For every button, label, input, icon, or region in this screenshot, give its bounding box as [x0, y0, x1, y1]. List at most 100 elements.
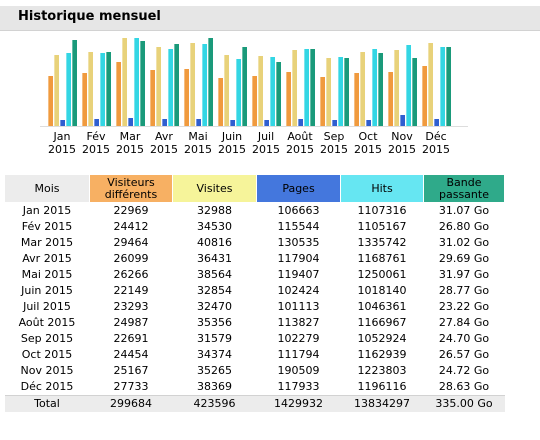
- bar-visits-mar: [122, 38, 127, 126]
- bar-visits-juil: [258, 56, 263, 126]
- cell-visitors: 24987: [113, 316, 149, 329]
- bar-highlight: [140, 41, 141, 126]
- bar-visits-nov: [394, 50, 399, 126]
- bar-highlight: [320, 77, 321, 126]
- cell-bandwidth: 27.84 Go: [438, 316, 490, 329]
- table-row: Juil 2015 23293 32470 101113 1046361 23.22 Go: [4, 299, 505, 315]
- bar-highlight: [264, 120, 265, 126]
- bar-visits-jan: [54, 55, 59, 126]
- table-row: Nov 2015 25167 35265 190509 1223803 24.72 Go: [4, 363, 505, 379]
- bar-highlight: [354, 73, 355, 126]
- cell-month: Déc 2015: [4, 379, 90, 396]
- cell-visitors: 29464: [113, 236, 149, 249]
- cell-pages: 117904: [277, 252, 320, 265]
- bar-highlight: [372, 49, 373, 126]
- cell-visits: 31579: [197, 332, 232, 345]
- header-hits: Hits: [340, 174, 424, 203]
- bar-visitors-sep: [320, 77, 325, 126]
- chart-month-name: Oct: [358, 130, 378, 143]
- cell-hits: 1166967: [357, 316, 407, 329]
- cell-pages: 113827: [277, 316, 320, 329]
- bar-pages-déc: [434, 119, 439, 126]
- cell-visits: 32988: [197, 204, 232, 217]
- cell-hits: 1250061: [357, 268, 407, 281]
- bar-hits-mar: [134, 38, 139, 126]
- monthly-stats-table: Mois Visiteurs différents Visites Pages …: [4, 174, 505, 412]
- bar-visitors-mai: [184, 69, 189, 126]
- cell-visits: 32470: [197, 300, 232, 313]
- bar-visitors-mar: [116, 62, 121, 126]
- cell-month: Oct 2015: [4, 347, 90, 363]
- chart-month-label: Jan 2015: [42, 130, 82, 156]
- table-row: Oct 2015 24454 34374 111794 1162939 26.57 Go: [4, 347, 505, 363]
- section-header: Historique mensuel: [0, 6, 540, 31]
- bar-pages-fév: [94, 119, 99, 126]
- bar-highlight: [196, 119, 197, 126]
- bar-bandwidth-jan: [72, 40, 77, 126]
- bar-visits-fév: [88, 52, 93, 126]
- bar-visitors-août: [286, 72, 291, 126]
- cell-visitors: 22969: [113, 204, 149, 217]
- cell-visits: 36431: [197, 252, 232, 265]
- bar-highlight: [258, 56, 259, 126]
- chart-month-year: 2015: [320, 143, 348, 156]
- chart-month-year: 2015: [388, 143, 416, 156]
- bar-highlight: [128, 118, 129, 126]
- bar-highlight: [72, 40, 73, 126]
- cell-hits: 1018140: [357, 284, 407, 297]
- bar-highlight: [366, 120, 367, 126]
- cell-visits: 38564: [197, 268, 232, 281]
- bar-hits-juil: [270, 57, 275, 126]
- bar-highlight: [168, 49, 169, 126]
- table-row: Déc 2015 27733 38369 117933 1196116 28.63 Go: [4, 379, 505, 396]
- section-title: Historique mensuel: [18, 9, 161, 24]
- bar-pages-mar: [128, 118, 133, 126]
- bar-visits-sep: [326, 58, 331, 126]
- bar-pages-sep: [332, 120, 337, 126]
- bar-highlight: [406, 45, 407, 126]
- bar-bandwidth-juin: [242, 47, 247, 126]
- bar-highlight: [276, 62, 277, 126]
- cell-pages: 130535: [277, 236, 320, 249]
- cell-visitors: 27733: [113, 380, 149, 393]
- total-month: Total: [4, 395, 90, 412]
- bar-highlight: [304, 49, 305, 126]
- bar-highlight: [422, 66, 423, 126]
- cell-bandwidth: 28.77 Go: [438, 284, 490, 297]
- cell-pages: 102424: [277, 284, 320, 297]
- bar-highlight: [378, 53, 379, 126]
- bar-highlight: [54, 55, 55, 126]
- cell-visits: 35356: [197, 316, 232, 329]
- bar-pages-juil: [264, 120, 269, 126]
- header-bandwidth: Bande passante: [423, 174, 505, 203]
- chart-month-label: Mai 2015: [178, 130, 218, 156]
- bar-highlight: [66, 53, 67, 126]
- bar-highlight: [236, 59, 237, 126]
- cell-pages: 102279: [277, 332, 320, 345]
- cell-pages: 111794: [277, 348, 320, 361]
- chart-month-year: 2015: [286, 143, 314, 156]
- bar-visitors-avr: [150, 70, 155, 126]
- cell-month: Juil 2015: [4, 299, 90, 315]
- chart-month-name: Sep: [323, 130, 345, 143]
- bar-hits-août: [304, 49, 309, 126]
- cell-visits: 40816: [197, 236, 232, 249]
- cell-hits: 1223803: [357, 364, 407, 377]
- cell-pages: 106663: [277, 204, 320, 217]
- bar-highlight: [394, 50, 395, 126]
- table-row: Mai 2015 26266 38564 119407 1250061 31.97 Go: [4, 267, 505, 283]
- chart-month-name: Juin: [221, 130, 243, 143]
- cell-hits: 1168761: [357, 252, 407, 265]
- bar-highlight: [82, 73, 83, 126]
- cell-hits: 1105167: [357, 220, 407, 233]
- bar-highlight: [428, 43, 429, 126]
- bar-pages-mai: [196, 119, 201, 126]
- chart-month-label: Avr 2015: [144, 130, 184, 156]
- table-header-row: Mois Visiteurs différents Visites Pages …: [4, 174, 505, 203]
- table-row: Jan 2015 22969 32988 106663 1107316 31.07 Go: [4, 202, 505, 219]
- cell-hits: 1052924: [357, 332, 407, 345]
- cell-bandwidth: 26.57 Go: [438, 348, 490, 361]
- chart-month-year: 2015: [184, 143, 212, 156]
- bar-bandwidth-nov: [412, 58, 417, 126]
- bar-pages-juin: [230, 120, 235, 126]
